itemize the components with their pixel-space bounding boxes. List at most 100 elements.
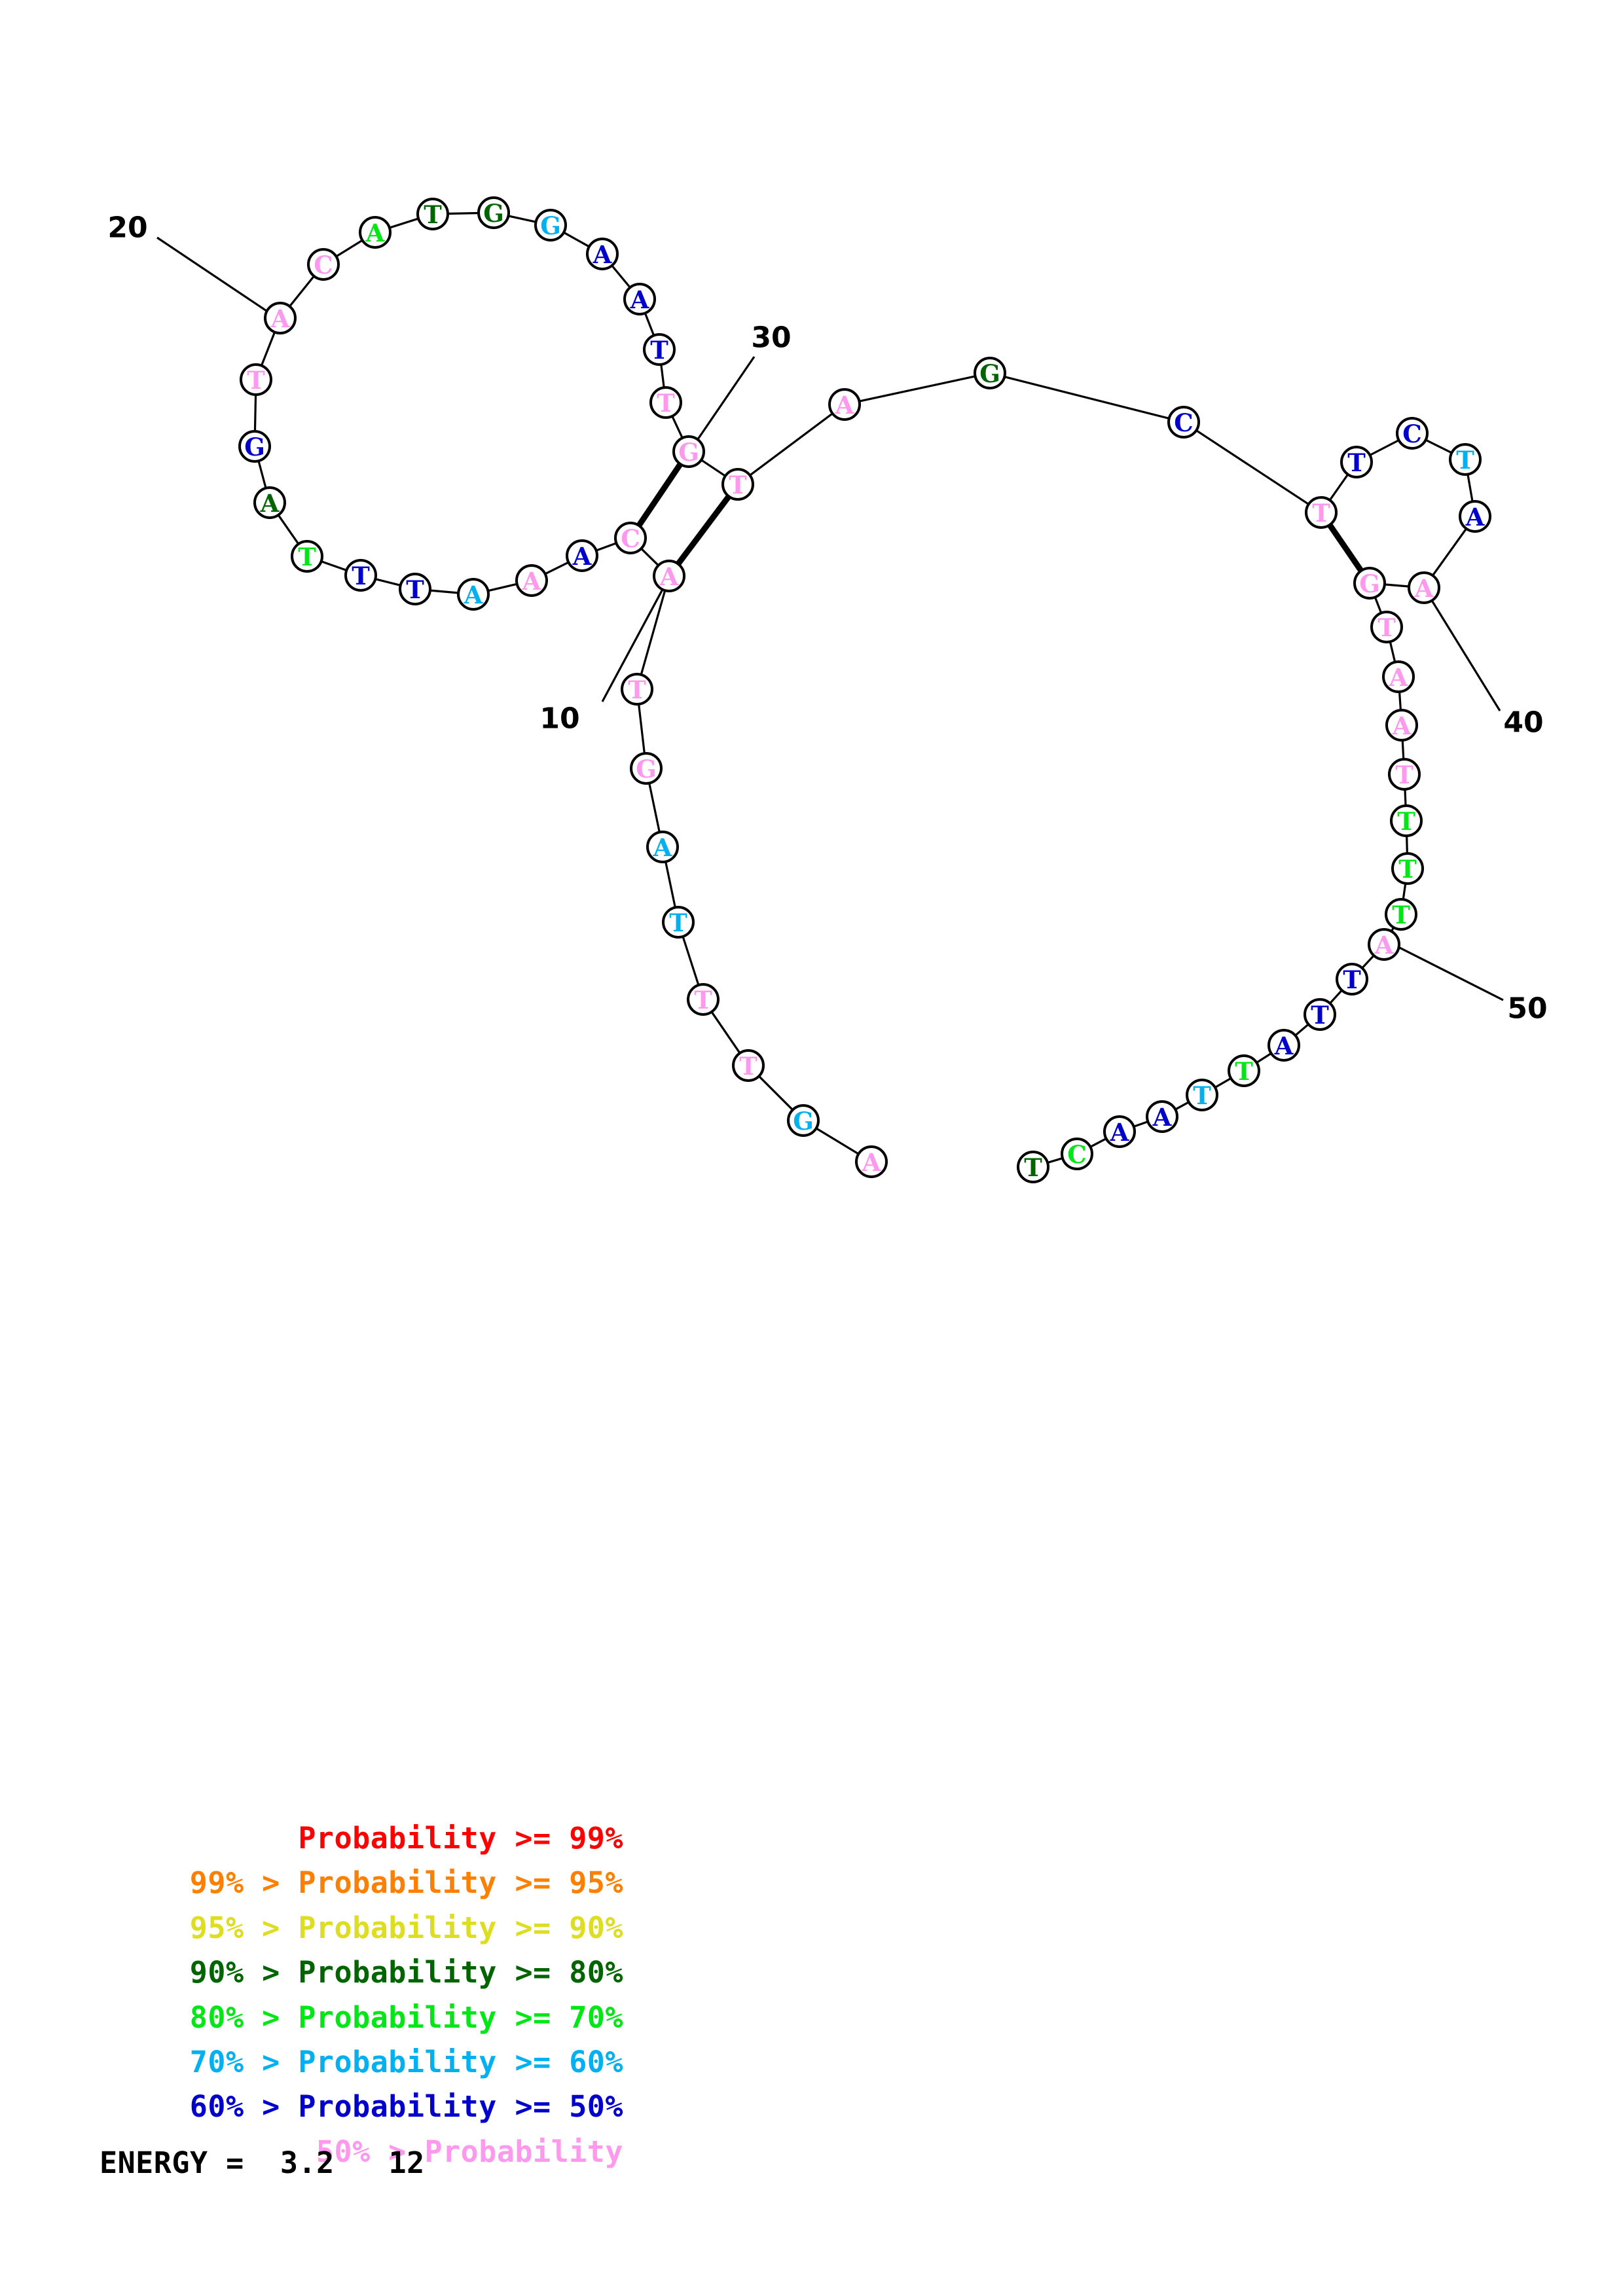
base-node[interactable]: A bbox=[566, 539, 598, 572]
legend-row-p90: 95% > Probability >= 90% bbox=[189, 1910, 623, 1945]
base-node[interactable]: T bbox=[1391, 852, 1424, 885]
base-node[interactable]: T bbox=[1186, 1079, 1218, 1111]
base-node[interactable]: A bbox=[457, 578, 490, 611]
legend-row-p60: 70% > Probability >= 60% bbox=[189, 2044, 623, 2079]
base-node[interactable]: G bbox=[672, 435, 705, 468]
base-node[interactable]: A bbox=[623, 283, 656, 315]
base-letter: T bbox=[1343, 965, 1361, 994]
base-node[interactable]: A bbox=[1382, 660, 1415, 693]
base-node[interactable]: T bbox=[344, 559, 377, 592]
base-node[interactable]: G bbox=[974, 357, 1006, 389]
legend-row-p99: Probability >= 99% bbox=[298, 1821, 623, 1856]
base-node[interactable]: A bbox=[1408, 571, 1440, 604]
legend-row-p80: 90% > Probability >= 80% bbox=[189, 1955, 623, 1990]
base-circle bbox=[1370, 611, 1403, 643]
base-node[interactable]: T bbox=[1305, 496, 1338, 529]
base-letter: T bbox=[406, 575, 424, 604]
base-node[interactable]: T bbox=[1304, 998, 1336, 1031]
base-node[interactable]: A bbox=[828, 388, 861, 421]
base-node[interactable]: T bbox=[1336, 963, 1368, 996]
base-node[interactable]: C bbox=[1167, 406, 1200, 439]
base-node[interactable]: T bbox=[1370, 611, 1403, 643]
base-node[interactable]: A bbox=[855, 1145, 888, 1178]
base-node[interactable]: T bbox=[399, 573, 431, 605]
base-circle bbox=[1388, 758, 1421, 791]
backbone-link bbox=[1467, 473, 1474, 503]
base-letter: G bbox=[483, 199, 504, 228]
base-node[interactable]: G bbox=[787, 1104, 820, 1137]
base-letter: A bbox=[270, 304, 291, 333]
base-circle bbox=[566, 539, 598, 572]
base-node[interactable]: A bbox=[1368, 928, 1400, 961]
backbone-link bbox=[814, 1127, 860, 1155]
backbone-link bbox=[748, 412, 834, 477]
base-circle bbox=[643, 333, 676, 366]
base-circle bbox=[534, 209, 567, 242]
base-node[interactable]: T bbox=[291, 540, 323, 573]
base-node[interactable]: T bbox=[687, 983, 720, 1016]
base-node[interactable]: A bbox=[515, 564, 548, 597]
base-circle bbox=[586, 238, 619, 270]
base-circle bbox=[359, 216, 392, 249]
base-node[interactable]: G bbox=[1353, 567, 1386, 600]
base-node[interactable]: C bbox=[1396, 417, 1429, 450]
base-node[interactable]: T bbox=[240, 363, 272, 396]
base-node[interactable]: G bbox=[238, 430, 271, 463]
base-node[interactable]: T bbox=[1388, 758, 1421, 791]
base-node[interactable]: T bbox=[721, 468, 754, 501]
base-letter: G bbox=[678, 438, 699, 467]
base-circle bbox=[253, 486, 286, 519]
backbone-link bbox=[257, 459, 267, 490]
base-node[interactable]: T bbox=[416, 198, 449, 230]
base-circle bbox=[1228, 1054, 1260, 1087]
base-letter: T bbox=[1311, 1001, 1329, 1030]
base-node[interactable]: T bbox=[1449, 443, 1482, 476]
backbone-link bbox=[1133, 1120, 1149, 1128]
backbone-link bbox=[1294, 1023, 1310, 1037]
base-node[interactable]: C bbox=[1061, 1138, 1093, 1170]
base-pair-bond bbox=[674, 493, 733, 567]
base-node[interactable]: G bbox=[477, 196, 510, 229]
backbone-link bbox=[320, 560, 348, 572]
backbone-link bbox=[487, 583, 518, 592]
base-node[interactable]: A bbox=[646, 831, 679, 863]
position-leader-line-20 bbox=[156, 236, 279, 320]
base-letter: T bbox=[628, 675, 646, 704]
base-node[interactable]: A bbox=[1103, 1115, 1136, 1148]
base-letter: A bbox=[593, 240, 613, 269]
base-letter: T bbox=[1398, 855, 1417, 884]
backbone-link bbox=[507, 215, 537, 223]
base-node[interactable]: T bbox=[1228, 1054, 1260, 1087]
base-node[interactable]: T bbox=[643, 333, 676, 366]
backbone-link bbox=[562, 231, 591, 248]
base-node[interactable]: A bbox=[1385, 709, 1418, 742]
base-node[interactable]: T bbox=[662, 906, 695, 939]
base-letter: C bbox=[314, 251, 333, 279]
base-letter: T bbox=[650, 336, 668, 365]
base-node[interactable]: G bbox=[534, 209, 567, 242]
base-node[interactable]: A bbox=[1267, 1029, 1300, 1062]
base-node[interactable]: T bbox=[732, 1049, 765, 1082]
backbone-link bbox=[700, 458, 727, 478]
base-node[interactable]: T bbox=[1340, 446, 1373, 478]
base-node[interactable]: A bbox=[359, 216, 392, 249]
base-circle bbox=[621, 673, 653, 706]
backbone-link bbox=[1255, 1052, 1273, 1064]
base-node[interactable]: A bbox=[653, 560, 685, 592]
base-circle bbox=[457, 578, 490, 611]
base-node[interactable]: T bbox=[621, 673, 653, 706]
base-node[interactable]: T bbox=[649, 386, 682, 419]
base-node[interactable]: C bbox=[307, 248, 340, 281]
base-node[interactable]: A bbox=[253, 486, 286, 519]
base-node[interactable]: C bbox=[614, 522, 647, 554]
base-node[interactable]: T bbox=[1017, 1151, 1049, 1183]
base-node[interactable]: A bbox=[1146, 1100, 1178, 1133]
base-node[interactable]: A bbox=[586, 238, 619, 270]
base-node[interactable]: A bbox=[264, 302, 297, 334]
base-node[interactable]: T bbox=[1385, 898, 1417, 931]
base-letter: T bbox=[1193, 1081, 1211, 1110]
base-node[interactable]: A bbox=[1459, 500, 1491, 533]
backbone-link bbox=[647, 782, 661, 833]
base-node[interactable]: G bbox=[630, 752, 663, 785]
base-node[interactable]: T bbox=[1390, 804, 1423, 837]
